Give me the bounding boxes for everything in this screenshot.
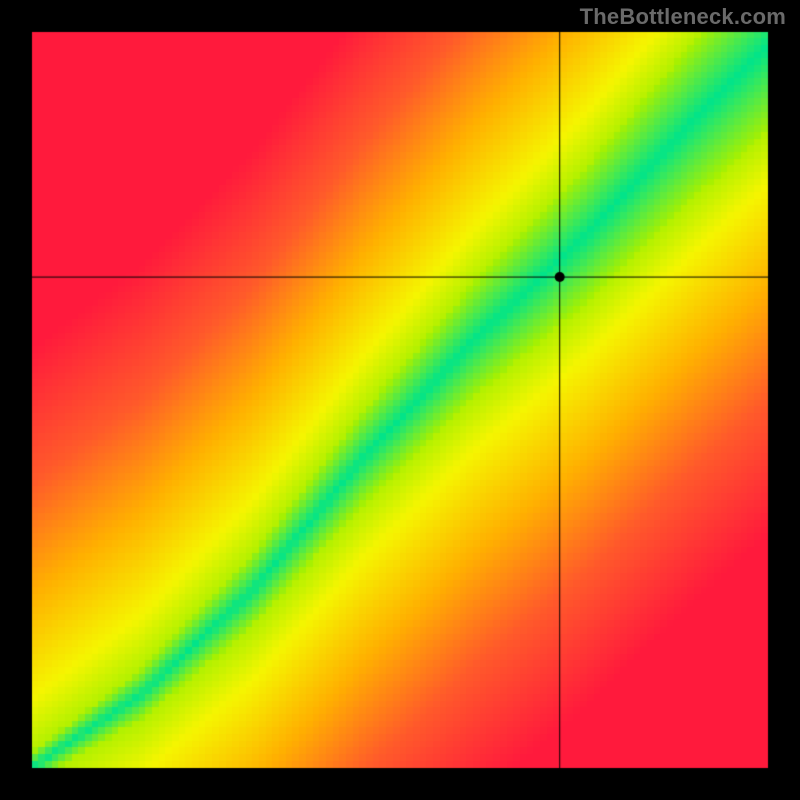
- watermark-text: TheBottleneck.com: [580, 4, 786, 30]
- chart-container: TheBottleneck.com: [0, 0, 800, 800]
- bottleneck-heatmap-canvas: [0, 0, 800, 800]
